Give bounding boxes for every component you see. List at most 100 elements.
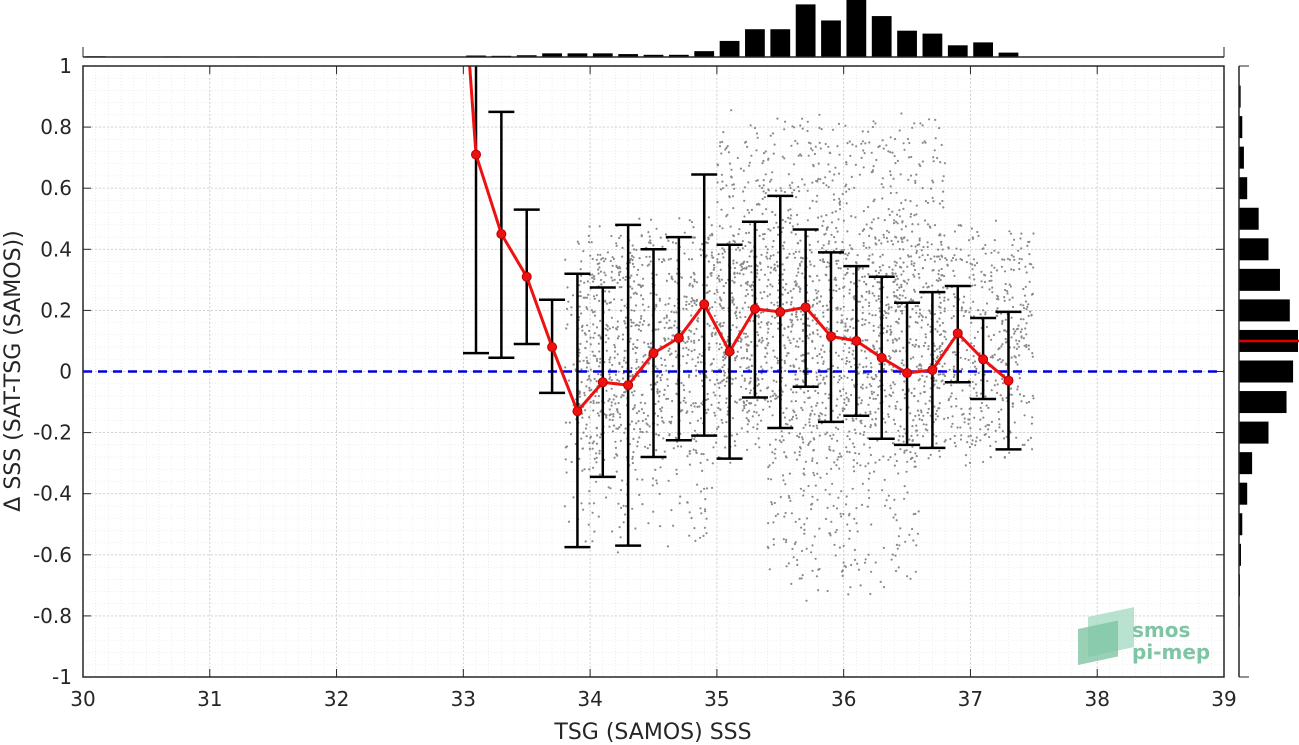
scatter-point bbox=[593, 310, 596, 313]
scatter-point bbox=[712, 268, 715, 271]
scatter-point bbox=[913, 268, 917, 272]
scatter-point bbox=[678, 502, 681, 505]
scatter-point bbox=[932, 200, 935, 203]
scatter-point bbox=[976, 230, 979, 234]
scatter-point bbox=[980, 401, 984, 405]
scatter-point bbox=[746, 145, 749, 148]
scatter-point bbox=[782, 439, 785, 442]
scatter-point bbox=[1025, 308, 1028, 311]
scatter-point bbox=[785, 354, 788, 357]
scatter-point bbox=[613, 343, 616, 347]
scatter-point bbox=[854, 163, 858, 166]
scatter-point bbox=[1013, 258, 1016, 261]
scatter-point bbox=[591, 511, 594, 514]
scatter-point bbox=[996, 297, 999, 301]
scatter-point bbox=[826, 261, 829, 264]
scatter-point bbox=[771, 335, 775, 338]
scatter-point bbox=[609, 356, 612, 359]
scatter-point bbox=[583, 281, 586, 284]
scatter-point bbox=[756, 272, 759, 275]
scatter-point bbox=[636, 338, 639, 342]
scatter-point bbox=[848, 451, 851, 454]
scatter-point bbox=[657, 434, 660, 437]
scatter-point bbox=[952, 305, 955, 308]
scatter-point bbox=[615, 264, 618, 267]
scatter-point bbox=[605, 496, 608, 499]
scatter-point bbox=[974, 444, 977, 447]
scatter-point bbox=[614, 402, 617, 405]
scatter-point bbox=[789, 208, 792, 211]
scatter-point bbox=[831, 211, 834, 214]
scatter-point bbox=[928, 309, 931, 312]
scatter-point bbox=[867, 273, 870, 276]
scatter-point bbox=[623, 349, 626, 352]
scatter-point bbox=[867, 403, 870, 406]
scatter-point bbox=[813, 152, 817, 156]
scatter-point bbox=[888, 306, 891, 309]
scatter-point bbox=[920, 249, 923, 252]
scatter-point bbox=[718, 303, 721, 306]
scatter-point bbox=[688, 374, 691, 377]
scatter-point bbox=[869, 453, 873, 457]
scatter-point bbox=[656, 414, 660, 418]
scatter-point bbox=[595, 480, 598, 483]
scatter-point bbox=[646, 447, 649, 450]
scatter-point bbox=[750, 265, 753, 268]
scatter-point bbox=[834, 351, 838, 354]
scatter-point bbox=[843, 285, 846, 288]
scatter-point bbox=[760, 311, 763, 314]
scatter-point bbox=[656, 423, 659, 426]
scatter-point bbox=[685, 300, 688, 303]
logo-text-smos: smos bbox=[1132, 618, 1190, 642]
scatter-point bbox=[718, 278, 721, 281]
scatter-point bbox=[746, 293, 750, 296]
scatter-point bbox=[795, 274, 798, 277]
scatter-point bbox=[894, 310, 897, 313]
scatter-point bbox=[738, 398, 741, 401]
scatter-point bbox=[874, 561, 877, 564]
scatter-point bbox=[919, 122, 922, 125]
scatter-point bbox=[656, 381, 659, 384]
scatter-point bbox=[782, 334, 785, 337]
scatter-point bbox=[669, 257, 673, 260]
scatter-point bbox=[693, 405, 696, 408]
scatter-point bbox=[632, 394, 635, 397]
scatter-point bbox=[890, 239, 893, 242]
scatter-point bbox=[833, 543, 836, 547]
scatter-point bbox=[800, 549, 804, 553]
scatter-point bbox=[582, 359, 585, 362]
scatter-point bbox=[711, 369, 714, 372]
scatter-point bbox=[708, 342, 711, 345]
scatter-point bbox=[761, 212, 764, 215]
top-histogram-bar bbox=[719, 40, 740, 57]
scatter-point bbox=[723, 363, 726, 367]
scatter-point bbox=[692, 226, 695, 229]
scatter-point bbox=[649, 260, 652, 263]
scatter-point bbox=[787, 291, 790, 295]
scatter-point bbox=[873, 294, 876, 297]
scatter-point bbox=[897, 429, 900, 432]
scatter-point bbox=[769, 443, 772, 446]
scatter-point bbox=[586, 370, 590, 373]
scatter-point bbox=[816, 296, 819, 299]
scatter-point bbox=[943, 310, 946, 313]
scatter-point bbox=[735, 307, 738, 310]
scatter-point bbox=[748, 284, 751, 287]
scatter-point bbox=[784, 511, 787, 515]
scatter-point bbox=[756, 377, 759, 380]
scatter-point bbox=[586, 359, 589, 363]
scatter-point bbox=[766, 331, 770, 334]
scatter-point bbox=[747, 420, 751, 423]
scatter-point bbox=[867, 205, 870, 209]
scatter-point bbox=[791, 191, 794, 194]
scatter-point bbox=[795, 391, 798, 394]
scatter-point bbox=[891, 339, 895, 342]
scatter-point bbox=[852, 296, 856, 299]
scatter-point bbox=[766, 352, 769, 355]
scatter-point bbox=[973, 365, 977, 368]
scatter-point bbox=[897, 439, 900, 442]
scatter-point bbox=[912, 539, 915, 542]
scatter-point bbox=[691, 241, 695, 244]
scatter-point bbox=[708, 379, 712, 382]
scatter-point bbox=[793, 542, 797, 546]
